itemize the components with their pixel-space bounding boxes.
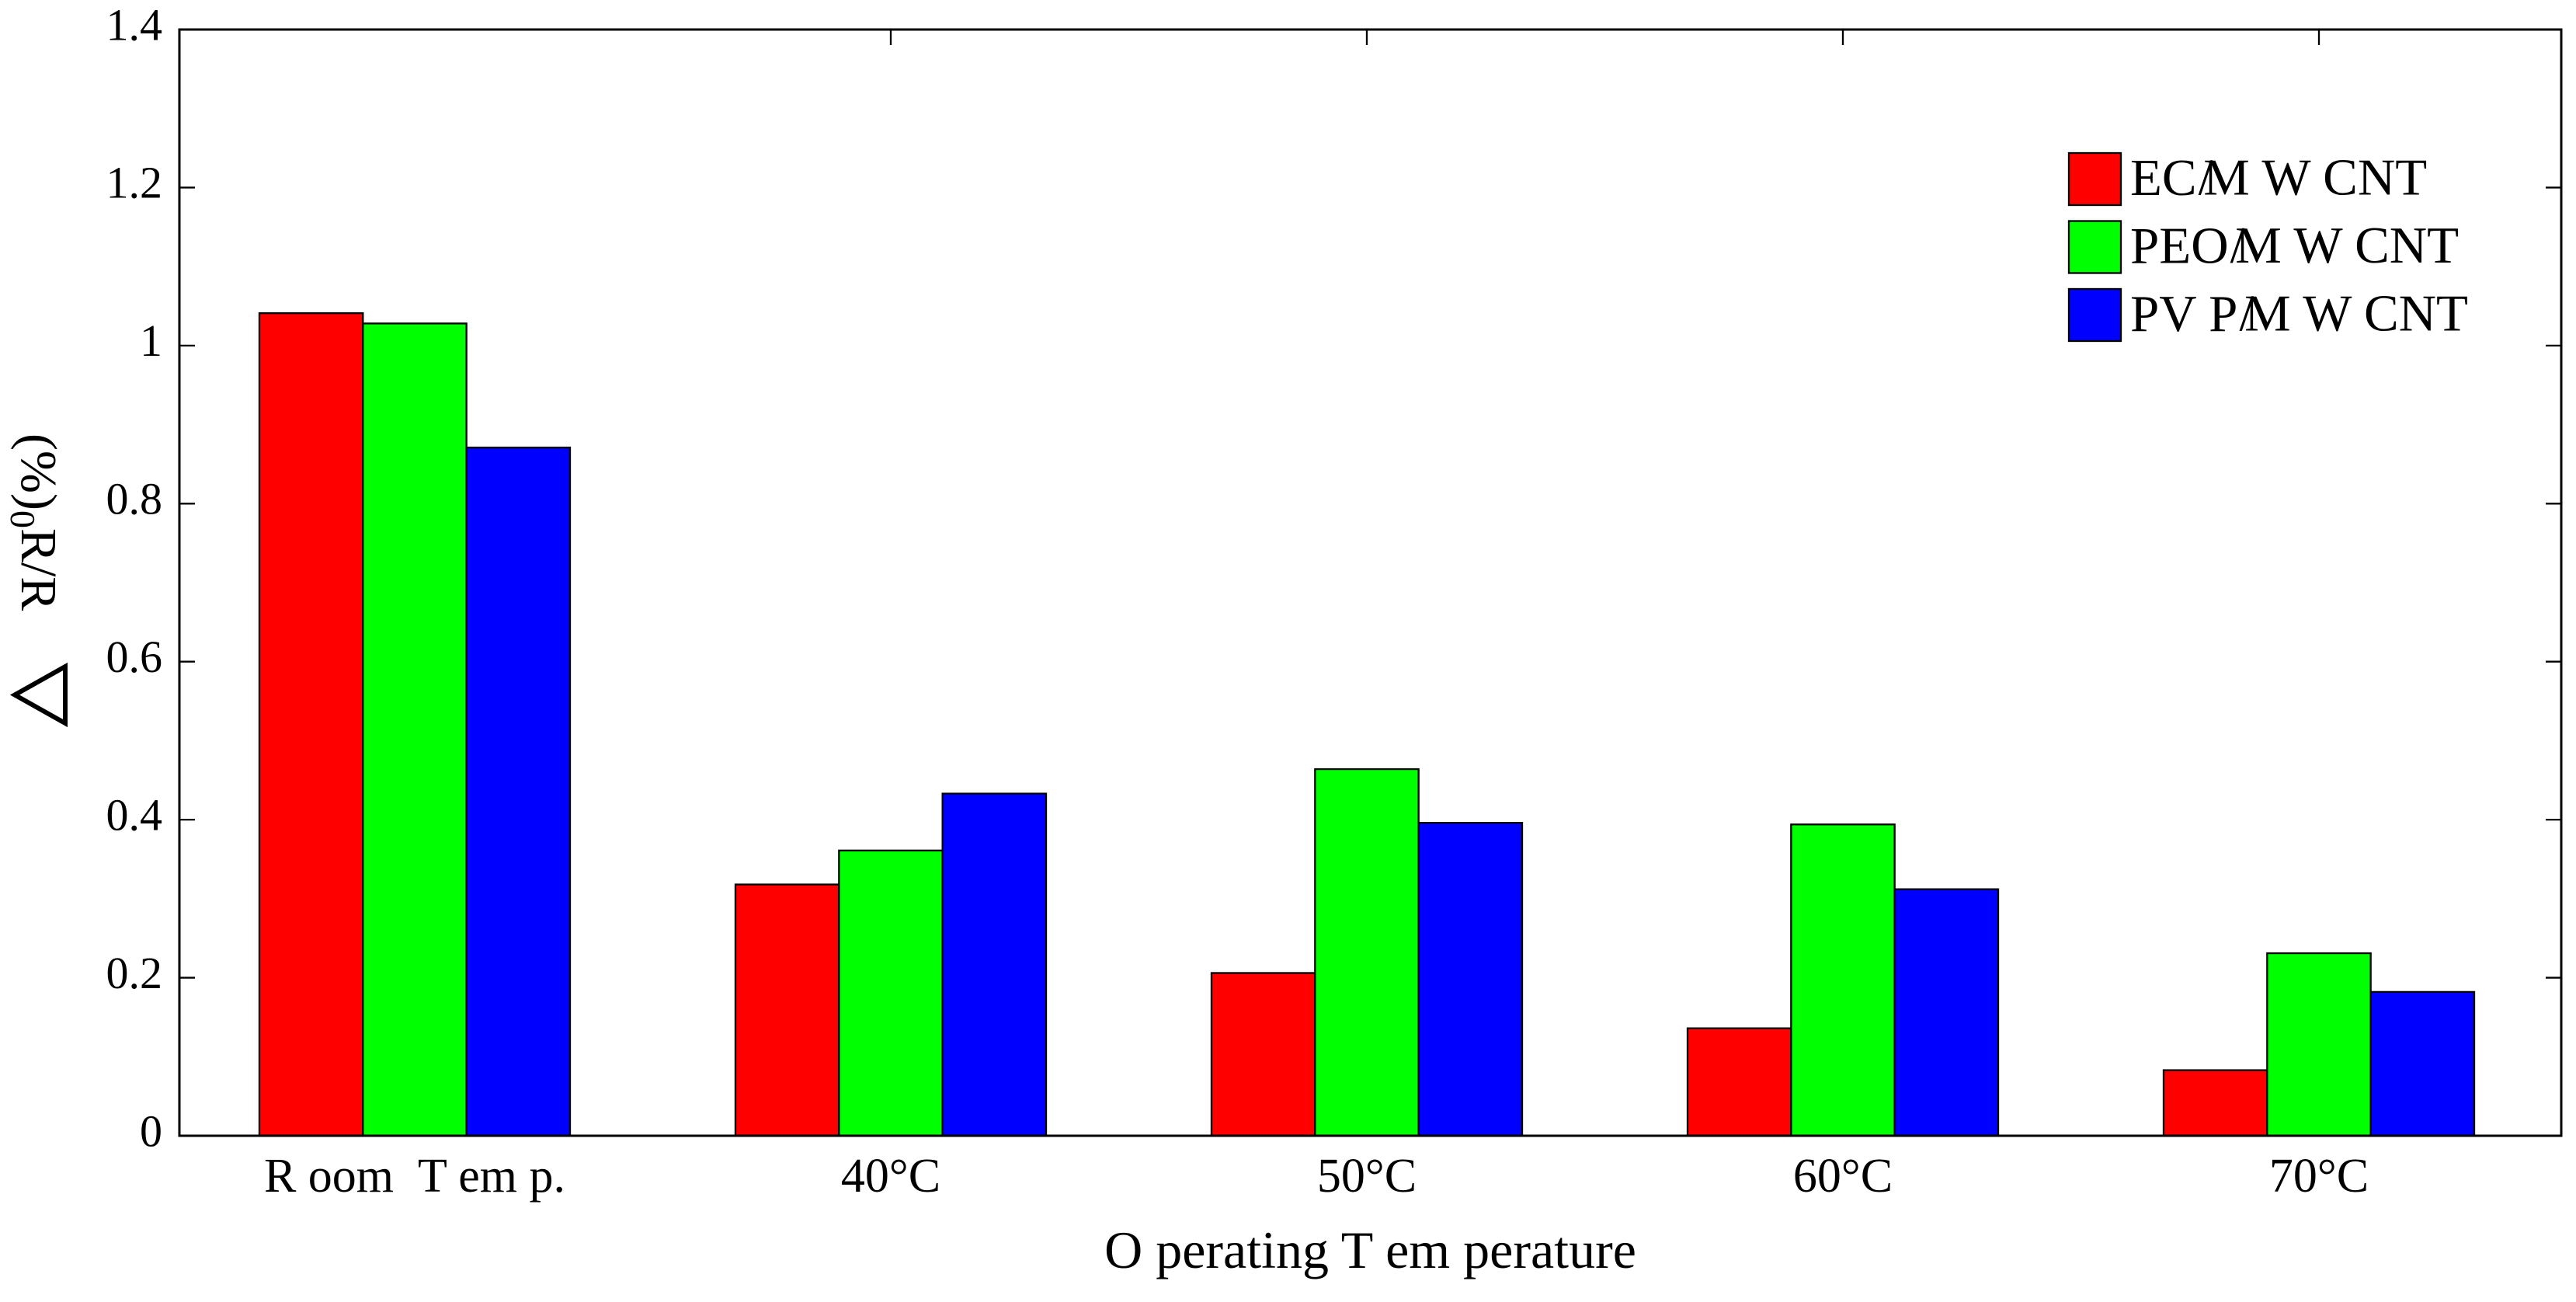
svg-text:40°C: 40°C [841,1150,940,1203]
svg-text:O perating T em perature: O perating T em perature [1104,1220,1636,1279]
svg-text:R oom T em p.: R oom T em p. [264,1150,565,1203]
svg-text:0.2: 0.2 [106,948,163,998]
svg-text:0: 0 [140,1105,162,1156]
svg-text:1.4: 1.4 [106,0,163,50]
svg-text:70°C: 70°C [2269,1150,2369,1203]
svg-text:EC/M W CNT: EC/M W CNT [2130,149,2427,207]
svg-text:PV P/M W CNT: PV P/M W CNT [2130,285,2468,343]
svg-text:PEO/M W CNT: PEO/M W CNT [2130,217,2459,274]
svg-text:0.6: 0.6 [106,632,163,682]
svg-text:1: 1 [140,315,162,366]
svg-text:1.2: 1.2 [106,158,163,208]
svg-text:60°C: 60°C [1793,1150,1893,1203]
svg-text:50°C: 50°C [1317,1150,1417,1203]
svg-text:0.4: 0.4 [106,789,163,840]
svg-text:0.8: 0.8 [106,474,163,524]
